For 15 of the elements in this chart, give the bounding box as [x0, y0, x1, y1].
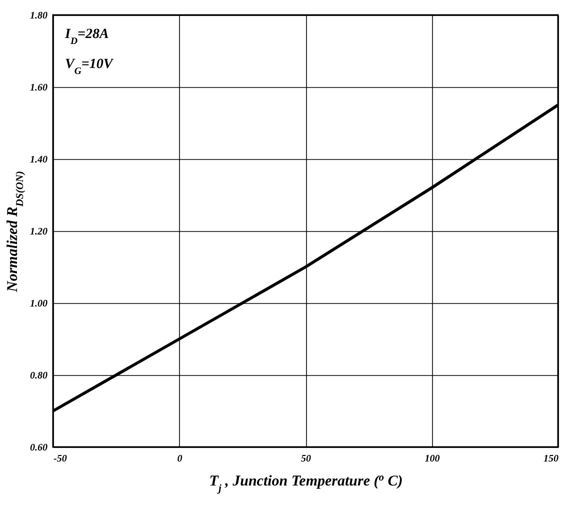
- y-tick-label: 1.80: [30, 10, 48, 22]
- x-tick-label: 50: [301, 454, 311, 464]
- annotation: V$_{G}$=10V: [65, 57, 114, 76]
- y-tick-label: 1.60: [30, 82, 48, 94]
- x-axis-title: T$_{j}$ , Junction Temperature ($^{o}$ C): [209, 472, 403, 494]
- y-tick-label: 0.80: [30, 370, 48, 382]
- x-tick-label: 150: [544, 454, 558, 464]
- x-tick-label: 0: [177, 454, 182, 464]
- y-tick-label: 1.20: [30, 226, 48, 238]
- x-tick-label: -50: [54, 454, 67, 464]
- annotation: I$_{D}$=28A: [64, 27, 109, 46]
- y-tick-label: 1.00: [30, 298, 48, 310]
- y-tick-label: 1.40: [30, 154, 48, 166]
- x-tick-label: 100: [424, 454, 440, 464]
- y-tick-label: 0.60: [30, 442, 48, 454]
